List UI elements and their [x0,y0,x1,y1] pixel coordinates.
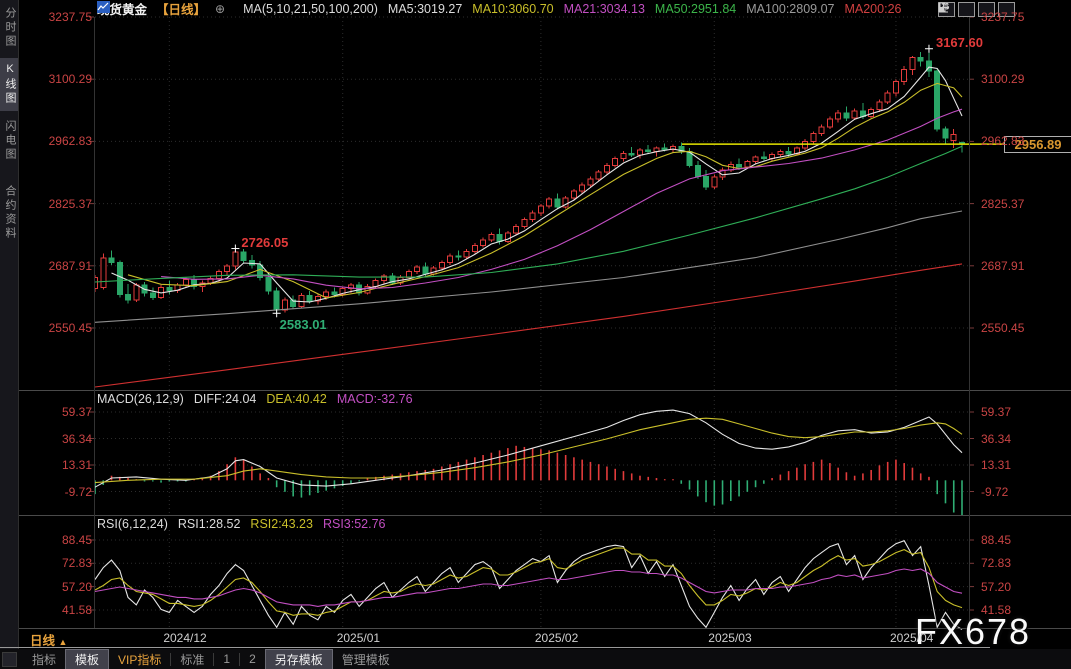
tab-separator [213,652,215,666]
bottom-tab-standard[interactable]: 标准 [180,652,205,667]
y-axis-label: -9.72 [981,484,1009,499]
macd-value-label: DEA:40.42 [266,392,327,406]
y-axis-label: 2962.83 [48,134,92,149]
y-axis-label: 41.58 [981,603,1012,617]
y-axis-label: -9.72 [64,484,92,499]
circle-plus-icon[interactable]: ⊕ [215,1,226,16]
macd-value-label: DIFF:24.04 [193,392,257,406]
divider-line [0,647,990,648]
x-axis-date-label: 2025/01 [336,631,381,645]
bottom-tab-manage-template[interactable]: 管理模板 [341,652,390,667]
y-axis-label: 3237.75 [48,10,92,24]
bottom-tab-indicator[interactable]: 指标 [32,652,57,667]
ma-value-label: MA5:3019.27 [387,1,463,16]
ma-settings-label: MA(5,10,21,50,100,200) [243,1,378,16]
macd-header: MACD(26,12,9) DIFF:24.04 DEA:40.42 MACD:-32… [97,392,413,406]
tab-separator [170,652,172,666]
x-axis-date-label: 2025/03 [708,631,752,645]
y-axis-label: 3100.29 [981,72,1025,87]
ma-value-label: MA200:26 [844,1,902,16]
y-axis-label: 57.20 [61,579,92,594]
ma-value-label: MA10:3060.70 [472,1,554,16]
y-axis-label: 3237.75 [981,10,1025,24]
sidebar-item-timeshare-chart[interactable]: 分时图 [4,7,16,49]
drag-handle[interactable] [2,651,17,667]
sidebar: 分时图 K线图闪电图合约资料 [0,0,19,669]
price-annotation: 3167.60 [935,34,983,50]
y-axis-label: 57.20 [981,579,1012,594]
sidebar-item-kline-chart[interactable]: K线图 [0,58,18,111]
x-axis-date-label: 2025/02 [534,631,579,645]
bottom-tab-vip-indicator[interactable]: VIP指标 [118,652,162,667]
y-axis-label: 59.37 [61,405,92,419]
y-axis-label: 88.45 [61,533,92,547]
sidebar-item-flash-chart[interactable]: 闪电图 [4,120,16,162]
rsi-value-label: RSI1:28.52 [177,517,241,531]
watermark: FX678 [915,611,1032,652]
price-annotation: 2726.05 [241,234,289,250]
ma-legend: MA(5,10,21,50,100,200) MA5:3019.27 MA10:30… [243,2,901,16]
y-axis-label: 41.58 [61,603,92,617]
rsi-value-label: RSI(6,12,24) [97,517,168,531]
y-axis-label: 2687.91 [48,258,92,273]
bottom-tab-save-as-template[interactable]: 另存模板 [264,648,333,669]
macd-value-label: MACD:-32.76 [336,392,413,406]
y-axis-label: 2825.37 [981,196,1025,211]
y-axis-label: 2825.37 [48,196,92,211]
y-axis-label: 72.83 [981,556,1012,571]
x-axis-date-label: 2025/04 [889,631,934,645]
current-price-label: 2956.89 [1004,136,1071,154]
y-axis-label: 13.31 [981,458,1012,472]
y-axis-label: 88.45 [981,533,1012,547]
period-text: 日线 [30,634,56,648]
rsi-value-label: RSI2:43.23 [250,517,313,531]
x-axis-date-label: 2024/12 [163,631,207,645]
chart-header: 现货黄金 【日线】 ⊕ MA(5,10,21,50,100,200) MA5:30… [97,1,901,17]
y-axis-label: 72.83 [61,556,92,571]
macd-value-label: MACD(26,12,9) [97,392,184,406]
sidebar-item-contract-info[interactable]: 合约资料 [4,185,16,241]
period-badge[interactable]: 【日线】 [156,3,207,17]
y-axis-label: 2550.45 [981,321,1025,335]
y-axis-label: 36.34 [61,431,92,446]
rsi-header: RSI(6,12,24) RSI1:28.52 RSI2:43.23 RSI3:52.… [97,517,386,531]
y-axis-label: 3100.29 [48,72,92,87]
bottom-tab-2[interactable]: 2 [249,652,256,666]
y-axis-label: 13.31 [61,458,92,472]
tab-separator [239,652,241,666]
y-axis-label: 2962.83 [981,134,1025,149]
ma-value-label: MA50:2951.84 [654,1,737,16]
expand-right-icon[interactable] [938,2,1015,17]
rsi-value-label: RSI3:52.76 [322,517,386,531]
bottom-tab-bar: 指标 模板 VIP指标 标准 1 2 另存模板 管理模板 [0,648,1071,669]
chart-toolbar [938,2,1015,17]
y-axis-label: 36.34 [981,431,1012,446]
bottom-tab-1[interactable]: 1 [223,652,231,666]
price-annotation: 2583.01 [279,317,327,333]
ma-value-label: MA100:2809.07 [746,1,835,16]
scale-axis-left-icon[interactable] [939,2,975,17]
period-selector[interactable]: 日线 ▲ [30,630,67,649]
y-axis-label: 59.37 [981,405,1012,419]
y-axis-label: 2687.91 [981,258,1025,273]
ma-value-label: MA21:3034.13 [563,1,645,16]
up-triangle-icon: ▲ [58,637,68,647]
bottom-tab-template[interactable]: 模板 [65,648,110,669]
y-axis-label: 2550.45 [48,321,92,335]
